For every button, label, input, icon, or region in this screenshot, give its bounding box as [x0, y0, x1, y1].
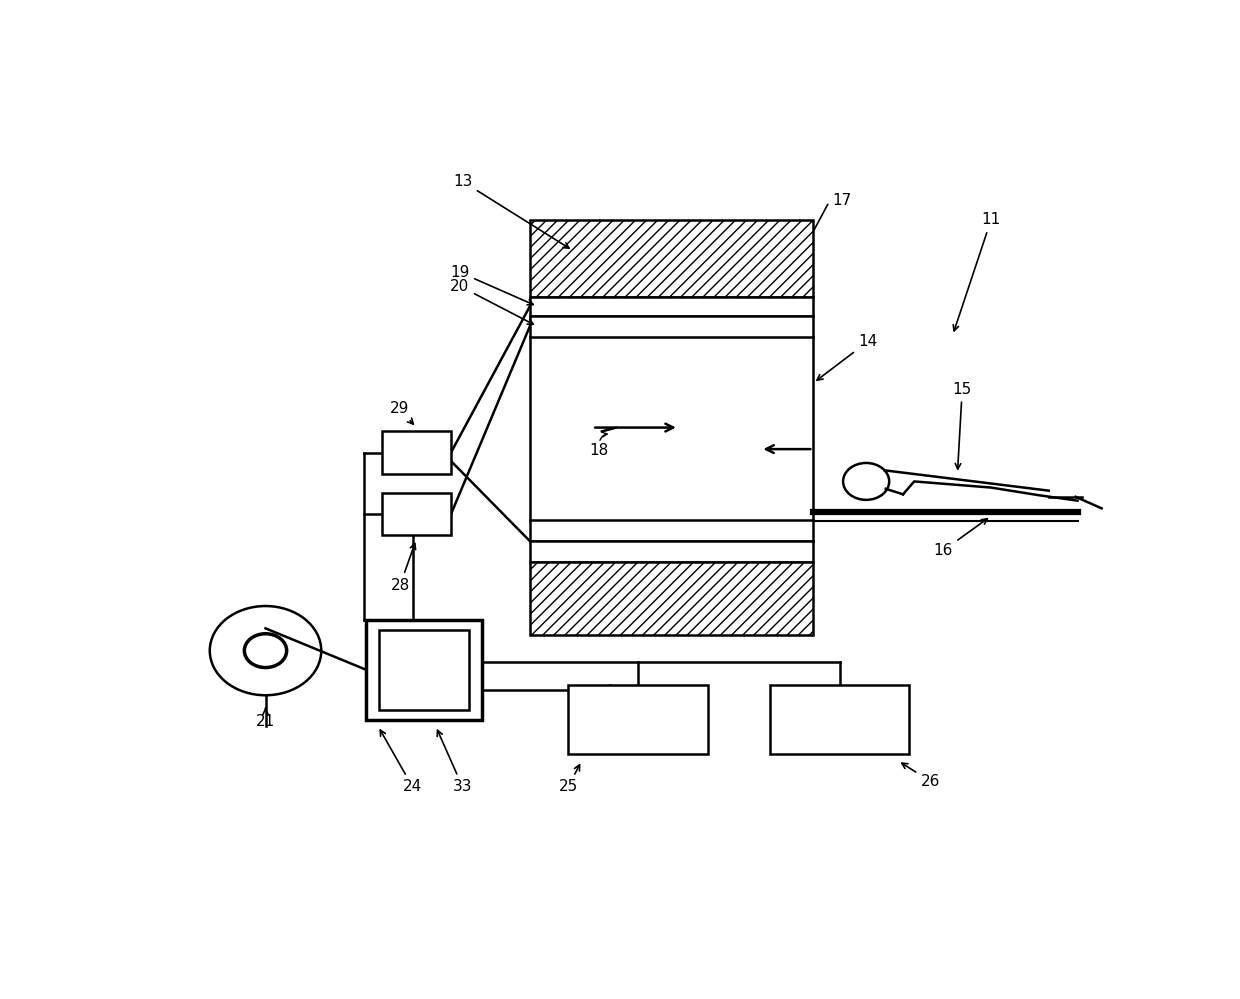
- Bar: [379, 630, 469, 710]
- Text: 13: 13: [453, 174, 569, 248]
- Bar: [382, 493, 451, 535]
- Bar: [382, 432, 451, 474]
- Bar: [529, 297, 813, 316]
- Text: 15: 15: [952, 382, 972, 470]
- Bar: [529, 220, 813, 297]
- Text: 14: 14: [817, 334, 878, 381]
- Bar: [529, 540, 813, 562]
- Bar: [367, 619, 481, 720]
- Text: 28: 28: [391, 543, 415, 592]
- Text: 21: 21: [255, 708, 275, 729]
- Text: 17: 17: [832, 193, 852, 208]
- Text: 11: 11: [954, 213, 1001, 331]
- Text: 16: 16: [934, 518, 987, 558]
- Text: 33: 33: [438, 730, 472, 794]
- Text: 24: 24: [381, 730, 422, 794]
- Bar: [529, 562, 813, 635]
- Text: 26: 26: [901, 763, 940, 789]
- Bar: [529, 316, 813, 337]
- Text: 18: 18: [589, 444, 609, 459]
- Text: 29: 29: [389, 401, 413, 425]
- Text: 20: 20: [450, 279, 533, 325]
- Bar: [529, 519, 813, 540]
- Bar: [568, 685, 708, 754]
- Bar: [770, 685, 909, 754]
- Text: 19: 19: [450, 265, 533, 305]
- Text: 25: 25: [558, 765, 579, 794]
